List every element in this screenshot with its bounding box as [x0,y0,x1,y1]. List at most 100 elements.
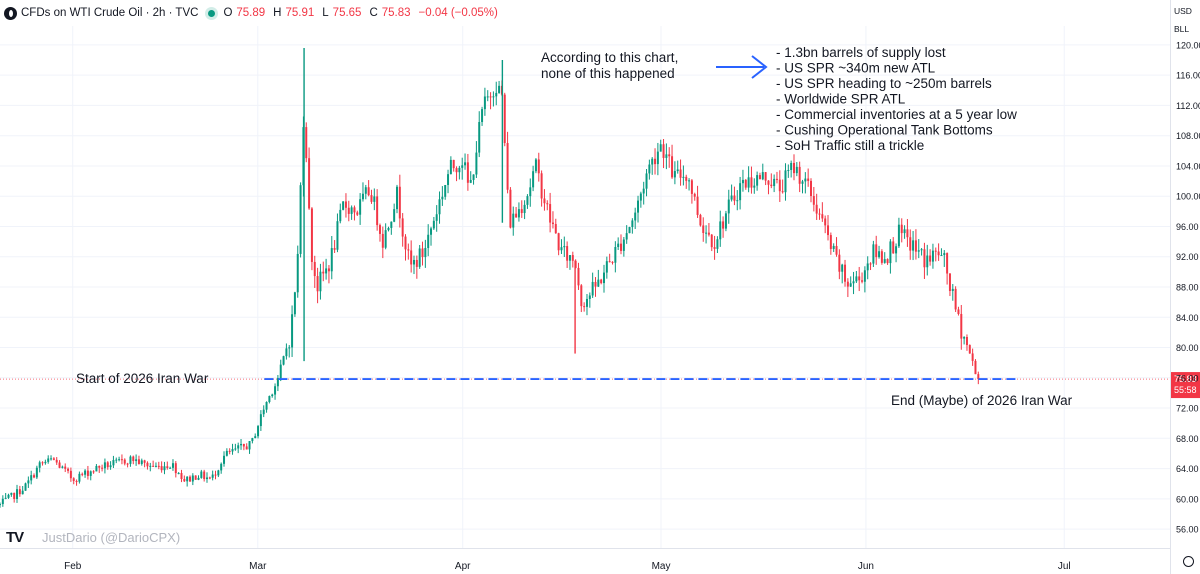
candle-body [404,236,407,250]
low-value: 75.65 [332,7,362,19]
candle-body [526,196,529,205]
candle-body [812,196,815,205]
settings-gear-icon[interactable] [1183,556,1194,567]
x-tick-label: Jul [1058,561,1071,572]
candle-body [55,459,58,463]
candle-body [217,470,220,476]
candle-body [965,337,968,346]
candle-body [566,246,569,261]
candle-body [753,185,756,188]
candle-body [322,271,325,274]
candle-body [940,255,943,257]
candle-body [265,402,268,410]
candle-body [183,479,186,482]
candle-body [251,438,254,442]
candle-body [166,466,169,468]
candle-body [651,158,654,165]
candle-body [495,92,498,97]
candle-body [384,230,387,248]
candle-body [177,473,180,475]
candle-body [237,445,240,449]
price-axis: 56.00 60.00 64.00 68.00 72.00 76.00 80.00 84.00… [1170,0,1200,574]
y-tick-label: 88.00 [1176,283,1199,293]
unit-label[interactable]: BLL [1174,24,1190,34]
candle-body [152,465,155,467]
chart-note-line-1: According to this chart, [541,50,678,65]
end-war-label: End (Maybe) of 2026 Iran War [891,393,1073,408]
candle-body [835,245,838,255]
candle-body [50,458,53,460]
candle-body [498,85,501,93]
candle-body [580,285,583,307]
symbol-title[interactable]: CFDs on WTI Crude Oil · 2h · TVC [21,7,199,19]
candle-body [551,222,554,225]
candle-body [543,198,546,204]
candle-body [767,180,770,185]
candle-body [563,246,566,248]
candle-body [614,247,617,263]
candle-body [259,414,262,427]
candle-body [313,261,316,277]
candle-body [461,165,464,168]
candle-body [787,169,790,171]
candle-body [84,470,87,475]
candle-body [415,259,418,267]
candle-body [741,179,744,184]
candle-body [0,504,1,506]
x-tick-label: Feb [64,561,82,572]
candle-body [203,471,206,480]
candle-body [662,144,665,158]
candle-body [61,466,64,468]
candle-body [832,245,835,249]
candle-body [892,241,895,254]
candle-body [914,240,917,252]
last-price-label: 75.83 [1174,374,1197,384]
candle-body [339,209,342,222]
candle-body [611,261,614,263]
candle-body [194,475,197,480]
candle-body [770,184,773,187]
candle-body [690,180,693,194]
candle-body [977,374,980,380]
candle-body [41,462,44,464]
candle-body [401,218,404,237]
candle-body [214,474,217,476]
time-axis: Feb Mar Apr May Jun Jul [0,548,1170,572]
candle-body [92,471,95,473]
candle-body [804,178,807,182]
candle-body [296,253,299,293]
candle-body [101,467,104,469]
candle-body [923,249,926,268]
candle-body [430,228,433,235]
candle-body [807,178,810,181]
candle-body [492,96,495,98]
y-tick-label: 100.00 [1176,192,1200,202]
candle-body [685,176,688,181]
candle-body [637,200,640,213]
candle-body [827,225,830,236]
candle-body [750,177,753,188]
open-label: O [223,7,233,19]
candle-body [719,221,722,240]
candle-body [758,175,761,180]
candle-body [336,221,339,250]
candle-body [115,459,118,461]
candle-body [617,243,620,248]
candle-body [447,174,450,185]
candle-body [784,170,787,193]
candle-body [16,489,19,500]
currency-label[interactable]: USD [1174,6,1192,16]
candle-body [815,204,818,214]
candle-body [642,188,645,194]
candle-body [591,281,594,296]
candle-body [568,255,571,261]
candle-body [849,283,852,287]
candle-body [736,200,739,202]
arrow-right-icon [751,55,768,79]
candle-body [761,172,764,180]
candle-body [240,443,243,446]
candle-body [540,173,543,199]
candle-body [387,227,390,231]
